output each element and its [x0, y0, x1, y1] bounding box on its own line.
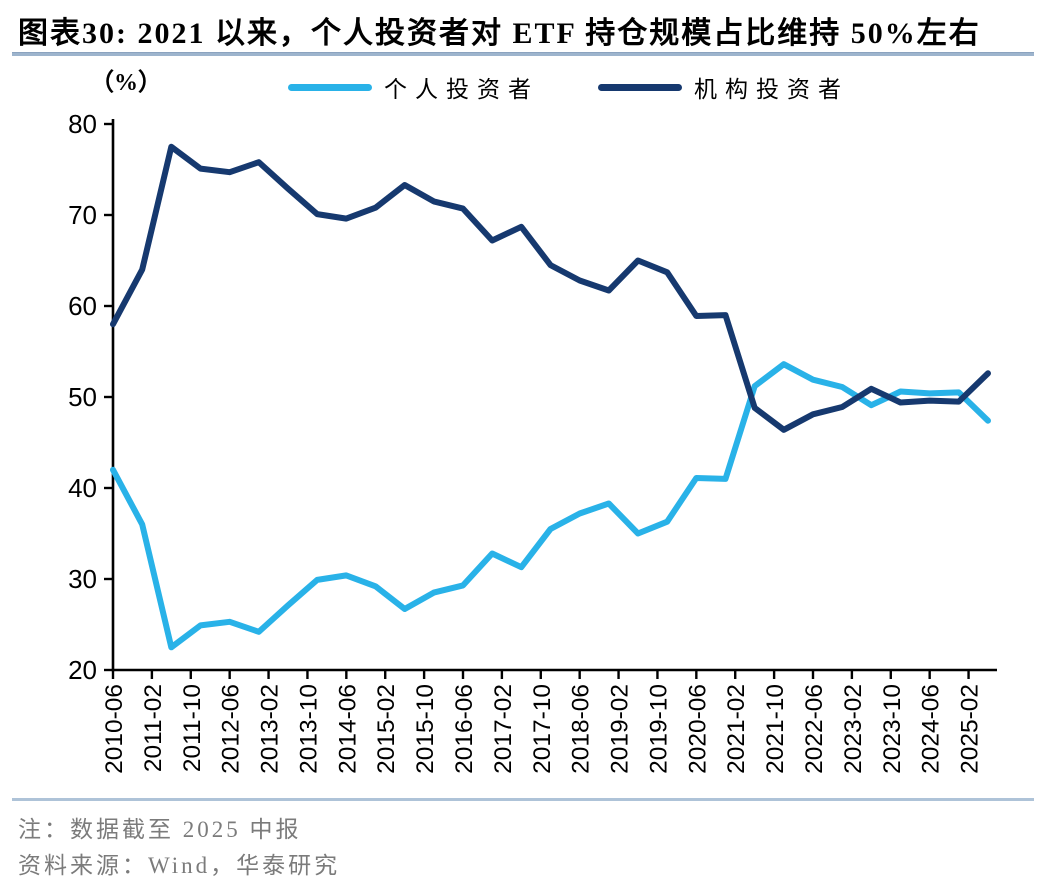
x-tick-label: 2015-10 — [412, 684, 439, 774]
x-tick-label: 2025-02 — [957, 684, 984, 774]
y-tick-label: 40 — [68, 473, 97, 503]
x-tick-label: 2023-02 — [840, 684, 867, 774]
source-note: 资料来源：Wind，华泰研究 — [18, 853, 341, 878]
x-tick-label: 2017-10 — [529, 684, 556, 774]
chart-title: 图表30: 2021 以来，个人投资者对 ETF 持仓规模占比维持 50%左右 — [18, 17, 981, 50]
x-tick-label: 2022-06 — [801, 684, 828, 774]
y-tick-label: 70 — [68, 200, 97, 230]
x-tick-label: 2014-06 — [334, 684, 361, 774]
y-tick-label: 50 — [68, 382, 97, 412]
y-tick-label: 60 — [68, 291, 97, 321]
x-tick-label: 2023-10 — [879, 684, 906, 774]
y-axis-unit-label: （%） — [90, 70, 162, 96]
x-tick-label: 2011-02 — [140, 684, 167, 772]
y-tick-label: 30 — [68, 564, 97, 594]
x-tick-label: 2018-06 — [568, 684, 595, 774]
legend-swatch-institutional — [598, 83, 682, 91]
legend-item-individual: 个人投资者 — [288, 74, 539, 102]
x-tick-label: 2012-06 — [218, 684, 245, 774]
x-tick-label: 2024-06 — [918, 684, 945, 774]
y-tick-label: 80 — [68, 109, 97, 139]
x-tick-label: 2019-02 — [607, 684, 634, 774]
x-tick-label: 2021-10 — [762, 684, 789, 774]
x-tick-label: 2011-10 — [179, 684, 206, 772]
x-tick-label: 2015-02 — [373, 684, 400, 774]
legend-item-institutional: 机构投资者 — [598, 74, 849, 102]
x-tick-label: 2019-10 — [645, 684, 672, 774]
x-tick-label: 2013-10 — [295, 684, 322, 774]
y-tick-label: 20 — [68, 655, 97, 685]
legend-swatch-individual — [288, 83, 372, 91]
x-tick-label: 2020-06 — [684, 684, 711, 774]
x-tick-label: 2017-02 — [490, 684, 517, 774]
series-line-institutional — [110, 143, 991, 433]
legend-label-individual: 个人投资者 — [384, 77, 539, 102]
x-tick-label: 2010-06 — [101, 684, 128, 774]
legend-label-institutional: 机构投资者 — [694, 77, 849, 102]
x-tick-label: 2021-02 — [723, 684, 750, 774]
x-tick-label: 2016-06 — [451, 684, 478, 774]
footnote: 注：数据截至 2025 中报 — [18, 817, 302, 842]
title-separator — [12, 52, 1034, 56]
series-line-individual — [110, 361, 991, 651]
footer-separator — [12, 798, 1034, 801]
x-tick-label: 2013-02 — [257, 684, 284, 774]
